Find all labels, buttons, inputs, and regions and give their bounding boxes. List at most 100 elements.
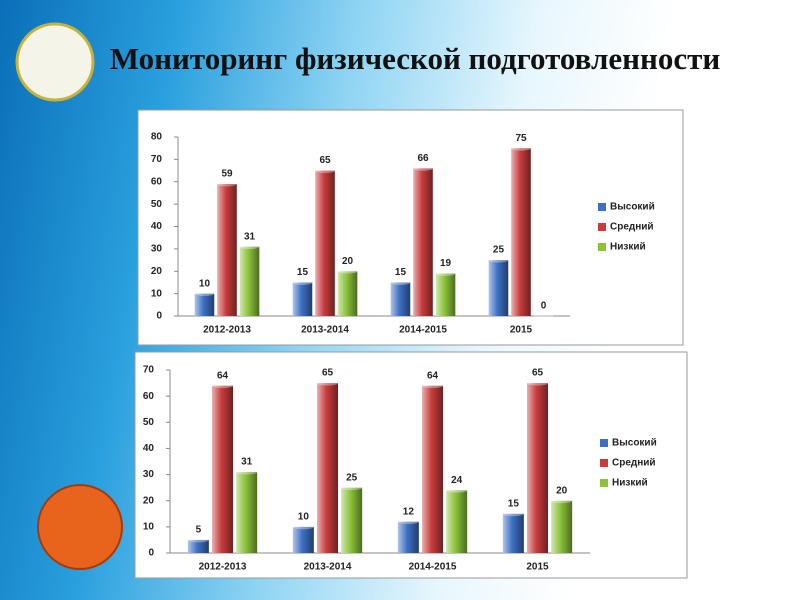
y-tick-label: 20 <box>151 266 163 277</box>
data-label: 10 <box>199 278 211 289</box>
legend-label: Средний <box>610 222 654 233</box>
legend-swatch <box>598 243 606 251</box>
bar <box>397 521 419 553</box>
bar-cap <box>292 279 313 285</box>
data-label: 10 <box>298 511 310 522</box>
x-tick-label: 2012-2013 <box>203 325 251 336</box>
bar <box>239 246 260 316</box>
bar-cap <box>502 511 524 517</box>
legend-label: Средний <box>612 458 656 469</box>
bar <box>511 148 531 316</box>
data-label: 65 <box>532 368 544 379</box>
bar-cap <box>551 498 573 504</box>
bar-cap <box>337 268 358 274</box>
data-label: 12 <box>403 506 415 517</box>
y-tick-label: 30 <box>143 469 155 480</box>
bar <box>217 183 237 316</box>
bar-cap <box>194 291 215 297</box>
data-label: 25 <box>493 245 505 256</box>
x-tick-label: 2014-2015 <box>399 325 447 336</box>
bar <box>446 490 468 553</box>
y-tick-label: 10 <box>151 288 163 299</box>
bar-cap <box>511 145 531 151</box>
x-tick-label: 2015 <box>510 325 533 336</box>
y-tick-label: 20 <box>143 495 155 506</box>
bar-cap <box>212 383 233 389</box>
y-tick-label: 80 <box>151 132 163 143</box>
legend-swatch <box>600 439 608 447</box>
bar <box>292 282 313 316</box>
data-label: 20 <box>556 485 568 496</box>
bar <box>551 500 573 553</box>
x-tick-label: 2014-2015 <box>409 562 457 573</box>
y-tick-label: 0 <box>148 548 154 559</box>
bar <box>212 385 233 553</box>
data-label: 64 <box>427 370 439 381</box>
data-label: 75 <box>515 133 527 144</box>
bar <box>315 170 335 316</box>
data-label: 65 <box>319 155 331 166</box>
y-tick-label: 0 <box>156 311 162 322</box>
bar-cap <box>315 168 335 174</box>
bar-cap <box>435 270 456 276</box>
legend-swatch <box>600 459 608 467</box>
slide-title: Мониторинг физической подготовленности <box>110 41 721 76</box>
bar <box>527 383 548 553</box>
bar-cap <box>527 380 548 386</box>
x-tick-label: 2012-2013 <box>199 562 247 573</box>
bar-cap <box>446 487 468 493</box>
data-label: 24 <box>451 475 463 486</box>
x-tick-label: 2013-2014 <box>301 325 349 336</box>
soccer-ball <box>15 22 95 102</box>
x-tick-label: 2015 <box>526 562 549 573</box>
bar-cap <box>488 257 509 263</box>
bar <box>337 271 358 316</box>
basketball <box>37 484 123 570</box>
y-tick-label: 10 <box>143 521 155 532</box>
data-label: 20 <box>342 256 354 267</box>
bar-cap <box>533 313 554 319</box>
bar-cap <box>239 244 260 250</box>
data-label: 31 <box>244 231 256 242</box>
legend-label: Низкий <box>610 242 646 253</box>
bar <box>422 385 443 553</box>
data-label: 25 <box>346 472 358 483</box>
legend-label: Высокий <box>610 202 655 213</box>
y-tick-label: 30 <box>151 244 163 255</box>
bar-cap <box>236 469 258 475</box>
bar <box>390 282 411 316</box>
bar-cap <box>341 485 363 491</box>
data-label: 5 <box>196 525 202 536</box>
bar <box>317 383 338 553</box>
data-label: 15 <box>395 267 407 278</box>
data-label: 15 <box>508 498 520 509</box>
y-tick-label: 70 <box>143 365 155 376</box>
bar <box>187 539 209 553</box>
data-label: 19 <box>440 258 452 269</box>
bar <box>413 168 433 316</box>
y-tick-label: 50 <box>151 199 163 210</box>
bar <box>488 260 509 316</box>
bar-cap <box>317 380 338 386</box>
bar <box>194 293 215 316</box>
data-label: 64 <box>217 370 229 381</box>
y-tick-label: 40 <box>151 221 163 232</box>
bar-cap <box>397 519 419 525</box>
bar <box>236 471 258 553</box>
bar <box>341 487 363 553</box>
legend-label: Высокий <box>612 438 657 449</box>
data-label: 66 <box>417 153 429 164</box>
bar <box>292 526 314 553</box>
y-tick-label: 70 <box>151 154 163 165</box>
bar <box>502 513 524 553</box>
y-tick-label: 50 <box>143 417 155 428</box>
legend-swatch <box>600 479 608 487</box>
data-label: 65 <box>322 368 334 379</box>
data-label: 59 <box>221 169 233 180</box>
legend-swatch <box>598 203 606 211</box>
data-label: 31 <box>241 457 253 468</box>
legend-label: Низкий <box>612 478 648 489</box>
bar-cap <box>217 181 237 187</box>
bar <box>435 273 456 316</box>
bar-cap <box>413 165 433 171</box>
